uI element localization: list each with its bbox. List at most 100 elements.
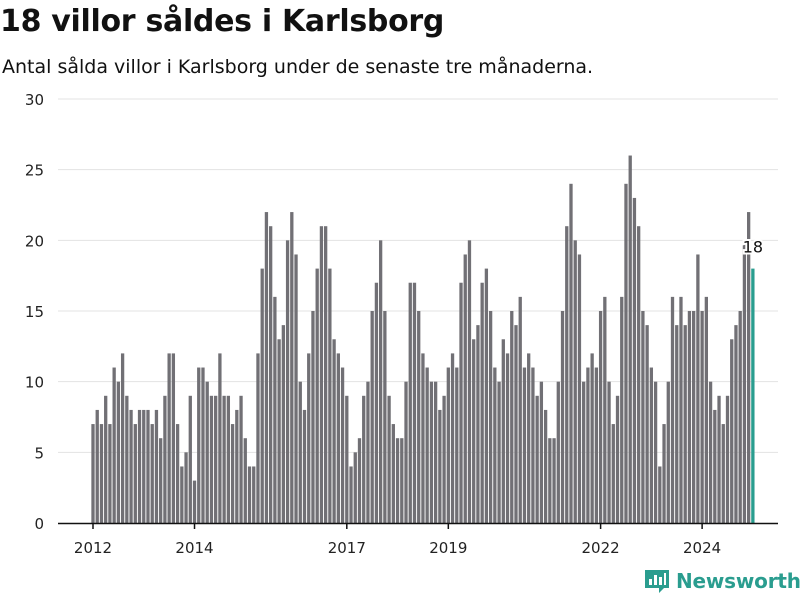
- bar: [218, 353, 222, 523]
- bar: [577, 254, 582, 523]
- bar: [324, 226, 328, 523]
- bar: [319, 226, 324, 523]
- bars: [91, 155, 755, 524]
- bar: [738, 311, 742, 523]
- bar: [675, 325, 679, 523]
- bar: [290, 212, 294, 523]
- bar: [594, 367, 599, 523]
- bar: [209, 395, 214, 523]
- bar: [484, 268, 489, 523]
- bar: [692, 311, 696, 523]
- highlight-value-label: 18: [743, 238, 763, 257]
- bar: [159, 438, 163, 523]
- bar: [243, 438, 247, 523]
- bar: [505, 353, 510, 523]
- bar: [214, 395, 218, 523]
- bar: [522, 367, 527, 523]
- bar: [548, 438, 552, 523]
- bar: [374, 282, 379, 523]
- bar: [421, 353, 425, 523]
- x-axis-ticks: 2012 2014 2017 2019 2022 2024: [74, 523, 721, 557]
- newsworthy-brand: Newsworthy: [644, 568, 800, 594]
- bar: [518, 296, 522, 523]
- bar: [662, 424, 666, 523]
- bar-chart: 0 5 10 15 20 25 30 2012 2014 2017 2019 2022 2024 18: [25, 91, 778, 557]
- bar: [611, 424, 615, 523]
- bar: [192, 480, 197, 523]
- bar: [400, 438, 404, 523]
- bar: [137, 409, 142, 523]
- bar: [163, 395, 167, 523]
- bar: [150, 424, 154, 523]
- bar: [527, 353, 531, 523]
- y-tick-label: 25: [25, 162, 44, 180]
- bar: [683, 325, 687, 523]
- bar: [167, 353, 171, 523]
- bar: [142, 409, 146, 523]
- bar: [510, 311, 514, 523]
- bar: [700, 311, 704, 523]
- bar: [302, 409, 307, 523]
- bar: [467, 240, 472, 523]
- bar: [569, 183, 573, 524]
- bar: [429, 381, 434, 523]
- bar: [387, 395, 391, 523]
- bar: [620, 296, 624, 523]
- bar: [260, 268, 264, 523]
- bar: [133, 424, 137, 523]
- bar: [493, 367, 497, 523]
- bar: [311, 311, 315, 523]
- bar: [395, 438, 400, 523]
- bar: [742, 240, 747, 523]
- y-tick-label: 5: [34, 444, 44, 462]
- bar: [197, 367, 201, 523]
- bar: [129, 409, 133, 523]
- bar: [412, 282, 417, 523]
- bar: [281, 325, 285, 523]
- y-axis-tick-labels: 0 5 10 15 20 25 30: [25, 91, 44, 533]
- bar: [480, 282, 484, 523]
- bar: [598, 311, 603, 523]
- bar: [146, 409, 150, 523]
- bar: [171, 353, 176, 523]
- bar: [632, 197, 637, 523]
- bar: [666, 381, 670, 523]
- y-tick-label: 10: [25, 374, 44, 392]
- bar: [91, 424, 95, 523]
- bar: [641, 311, 645, 523]
- bar: [607, 381, 611, 523]
- bar: [425, 367, 429, 523]
- bar: [315, 268, 319, 523]
- bar: [328, 268, 332, 523]
- bar: [205, 381, 209, 523]
- x-tick-label: 2019: [429, 539, 467, 557]
- bar: [104, 395, 108, 523]
- chart-title: 18 villor såldes i Karlsborg: [0, 4, 445, 39]
- bar: [708, 381, 713, 523]
- bar: [154, 409, 159, 523]
- y-tick-label: 30: [25, 91, 44, 109]
- bar: [679, 296, 683, 523]
- bar: [560, 311, 565, 523]
- bar: [582, 381, 586, 523]
- bar: [345, 395, 349, 523]
- bar: [336, 353, 340, 523]
- bar: [433, 381, 438, 523]
- bar: [366, 381, 370, 523]
- highlight-bar: [751, 268, 755, 523]
- bar: [535, 395, 539, 523]
- bar: [264, 212, 269, 523]
- bar: [615, 395, 620, 523]
- bar: [307, 353, 311, 523]
- y-tick-label: 15: [25, 303, 44, 321]
- bar: [99, 424, 104, 523]
- bar: [730, 339, 734, 523]
- bar: [239, 395, 243, 523]
- bar: [472, 339, 476, 523]
- bar: [713, 409, 717, 523]
- bar: [357, 438, 362, 523]
- bar: [658, 466, 662, 523]
- bar: [235, 409, 239, 523]
- bar: [378, 240, 383, 523]
- bar: [108, 424, 112, 523]
